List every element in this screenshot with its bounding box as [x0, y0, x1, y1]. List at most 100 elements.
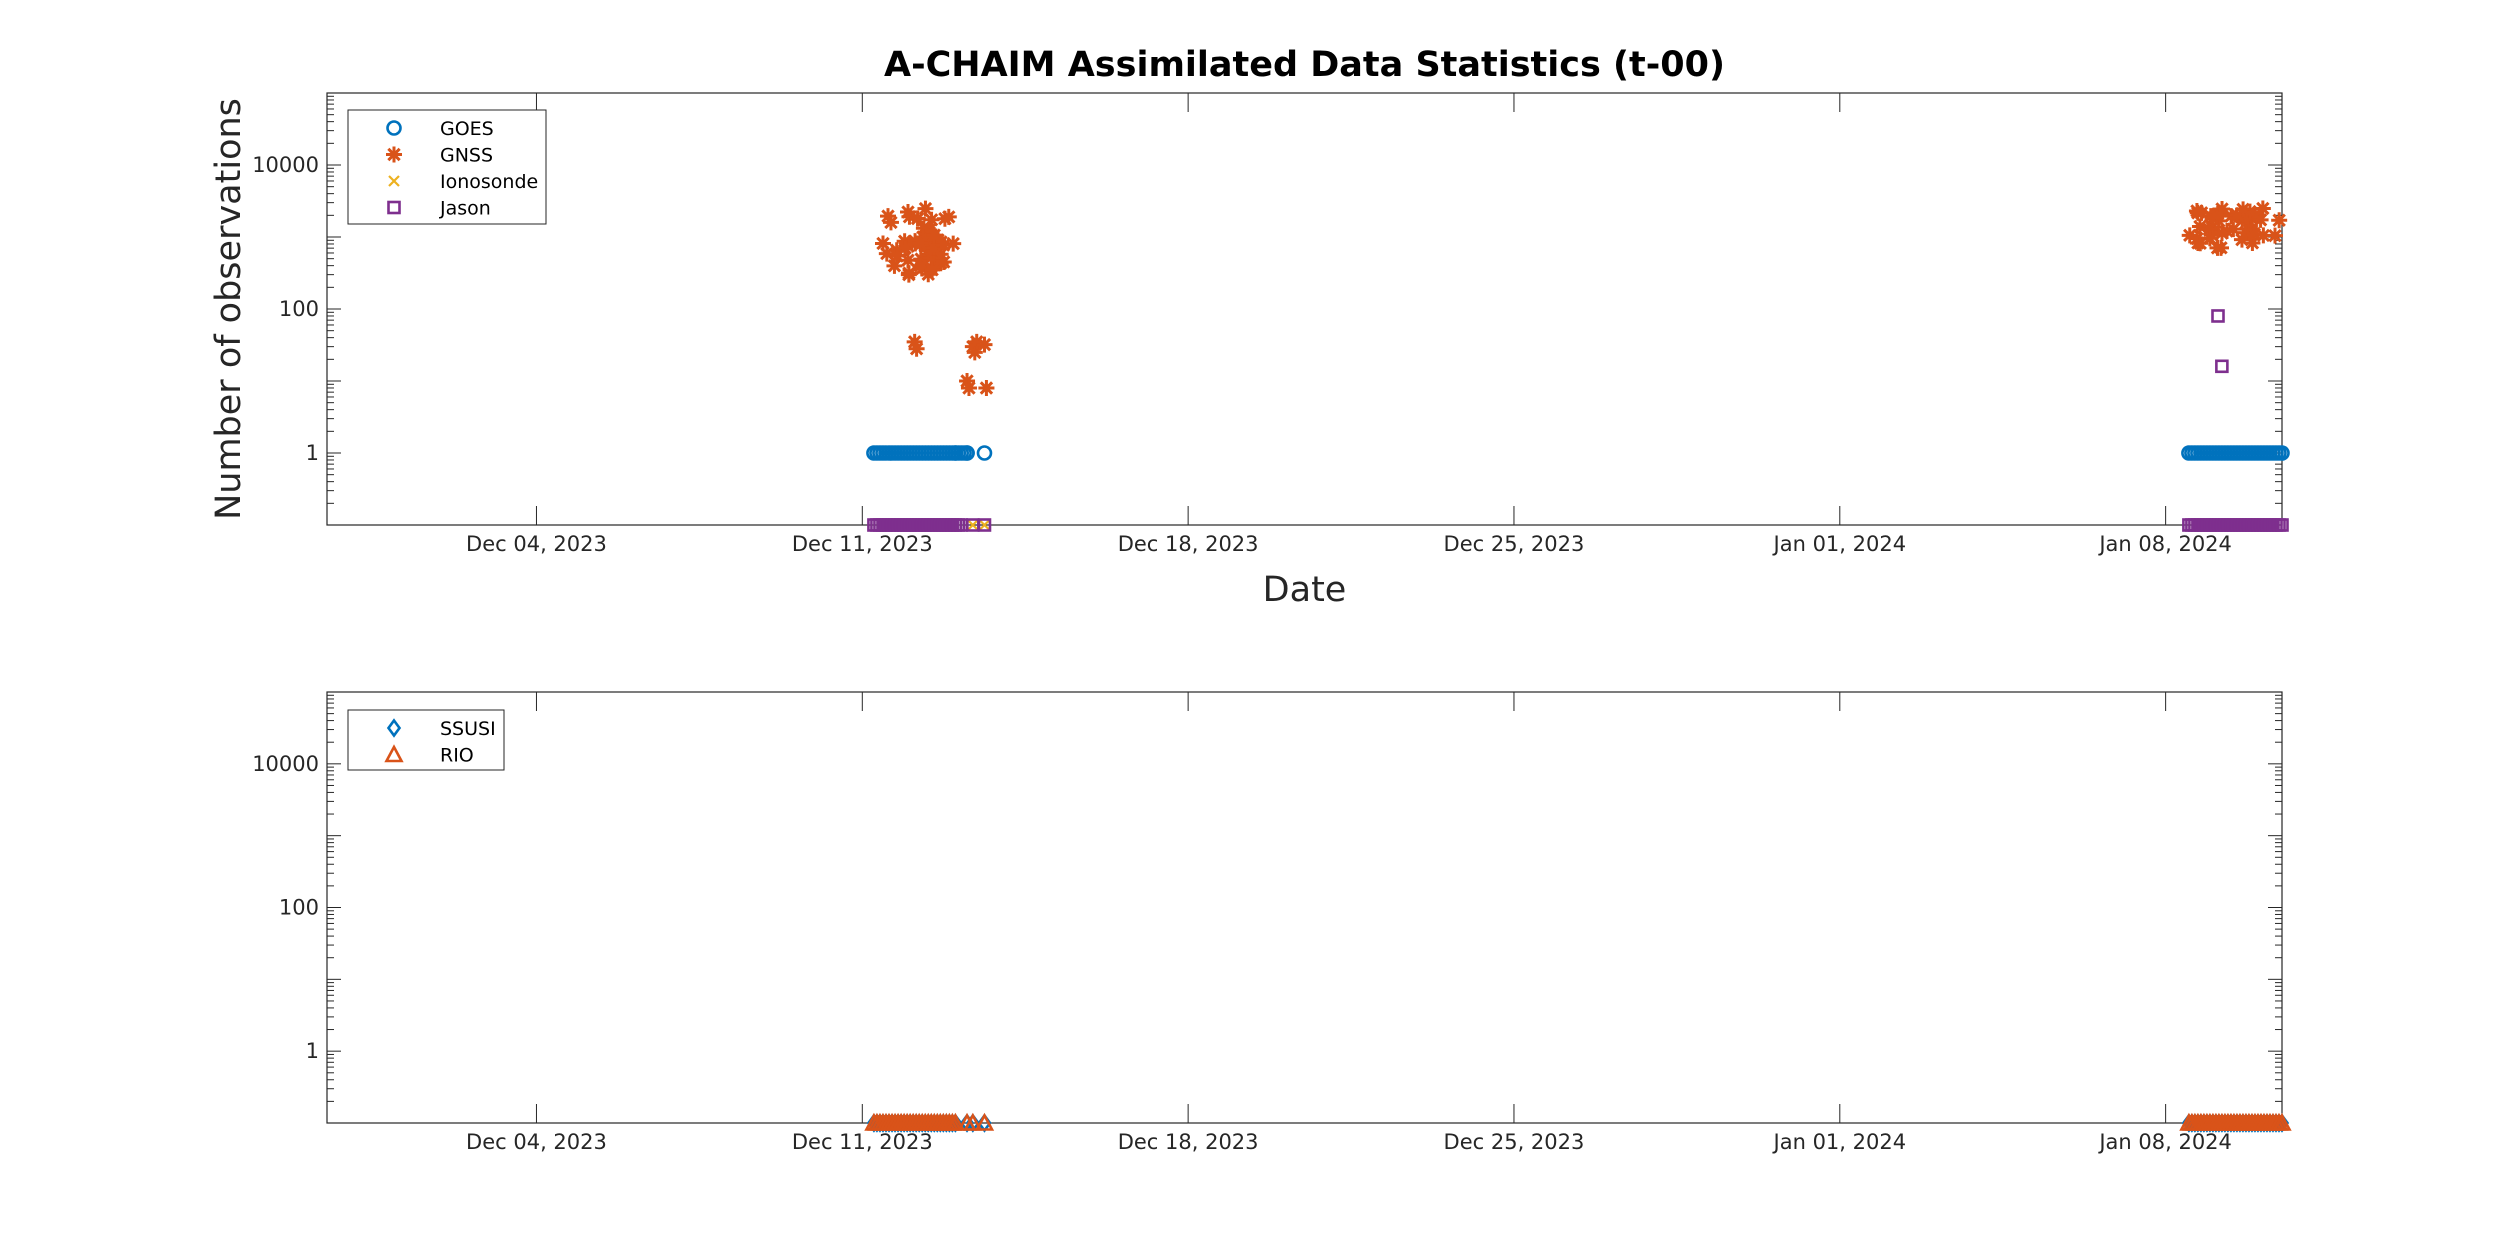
data-point [2201, 221, 2218, 238]
x-tick-label: Dec 04, 2023 [466, 1130, 607, 1154]
data-point [924, 261, 941, 278]
data-point [2267, 227, 2284, 244]
x-tick-label: Dec 25, 2023 [1444, 532, 1585, 556]
data-point [977, 518, 992, 532]
data-point [2181, 227, 2198, 244]
legend: GOES GNSS Ionosonde Jason [347, 109, 547, 225]
data-point [2255, 227, 2272, 244]
y-tick-label: 10000 [252, 752, 319, 776]
data-point [2241, 203, 2258, 220]
data-point [945, 235, 962, 252]
legend-marker [386, 718, 402, 738]
data-point [974, 1112, 995, 1131]
x-tick-label: Dec 11, 2023 [792, 532, 933, 556]
data-point [935, 253, 952, 270]
data-point [909, 210, 926, 227]
data-point [2211, 309, 2225, 323]
data-point [2229, 207, 2246, 224]
y-tick-label: 100 [279, 297, 319, 321]
data-point [2218, 223, 2235, 240]
data-point [906, 333, 923, 350]
data-point [926, 227, 943, 244]
x-tick-label: Dec 18, 2023 [1118, 532, 1259, 556]
chart-title: A-CHAIM Assimilated Data Statistics (t-0… [884, 45, 1725, 85]
data-point [2275, 518, 2289, 532]
x-tick-label: Dec 04, 2023 [466, 532, 607, 556]
x-tick-label: Jan 01, 2024 [1772, 1130, 1907, 1154]
data-point [2189, 204, 2206, 221]
data-point [900, 266, 917, 283]
data-point [2254, 200, 2271, 217]
data-point [2244, 234, 2261, 251]
y-tick-label: 1 [306, 1039, 319, 1063]
x-axis-label: Date [1263, 570, 1347, 610]
data-point [2214, 225, 2230, 242]
data-point [900, 204, 916, 221]
legend-label: SSUSI [440, 718, 496, 740]
data-point [2209, 207, 2226, 224]
series-jason [867, 309, 2289, 532]
data-point [2192, 235, 2209, 252]
plot-area [326, 691, 2283, 1124]
data-point [963, 1112, 983, 1131]
data-point [959, 373, 976, 389]
data-point [935, 237, 952, 254]
data-point [2215, 359, 2229, 374]
data-point [912, 257, 929, 274]
data-point [2213, 239, 2230, 256]
series-gnss [875, 200, 2288, 396]
data-point [968, 333, 985, 350]
data-point [2201, 230, 2218, 247]
data-point [886, 257, 903, 274]
data-point [976, 445, 993, 461]
legend-marker [388, 175, 400, 187]
data-point [2241, 212, 2258, 229]
data-point [2191, 218, 2208, 235]
y-minor-ticks [327, 95, 2282, 526]
data-point [2271, 212, 2288, 229]
data-point [978, 379, 995, 396]
data-point [882, 214, 899, 231]
y-tick-label: 100 [279, 896, 319, 920]
y-tick-label: 1 [306, 441, 319, 465]
data-point [976, 336, 993, 353]
y-tick-label: 10000 [252, 153, 319, 177]
legend-marker [386, 146, 402, 163]
data-point [2274, 445, 2290, 461]
legend-marker [386, 120, 402, 136]
x-tick-label: Jan 08, 2024 [2097, 532, 2232, 556]
legend-label: RIO [440, 745, 474, 767]
data-point [880, 208, 897, 225]
chart-panel-1: 1 100 10000 Dec 04, 2023 Dec 11, 2023 Dec 18,… [209, 45, 2290, 610]
data-point [2235, 201, 2252, 218]
y-axis-label: Number of observations [209, 98, 249, 520]
data-point [922, 249, 939, 266]
data-point [2237, 224, 2254, 241]
legend-label: Ionosonde [440, 171, 538, 193]
data-point [940, 208, 957, 225]
data-point [925, 239, 942, 256]
data-point [2252, 211, 2269, 228]
data-point [889, 248, 906, 265]
data-point [875, 235, 892, 252]
legend-marker [387, 200, 401, 215]
data-point [932, 246, 949, 263]
x-tick-label: Dec 25, 2023 [1444, 1130, 1585, 1154]
x-tick-label: Dec 11, 2023 [792, 1130, 933, 1154]
x-tick-label: Jan 01, 2024 [1772, 532, 1907, 556]
data-point [2225, 221, 2242, 238]
legend-label: Jason [439, 198, 491, 220]
legend-label: GOES [440, 118, 494, 140]
legend-marker [384, 744, 404, 763]
data-point [923, 211, 940, 228]
x-tick-label: Dec 18, 2023 [1118, 1130, 1259, 1154]
legend-box [347, 709, 505, 771]
data-point [2233, 231, 2250, 248]
data-point [917, 200, 934, 217]
data-point [914, 228, 931, 245]
data-point [907, 233, 924, 250]
legend-label: GNSS [440, 145, 493, 167]
data-point [912, 235, 929, 252]
data-point [966, 344, 983, 361]
